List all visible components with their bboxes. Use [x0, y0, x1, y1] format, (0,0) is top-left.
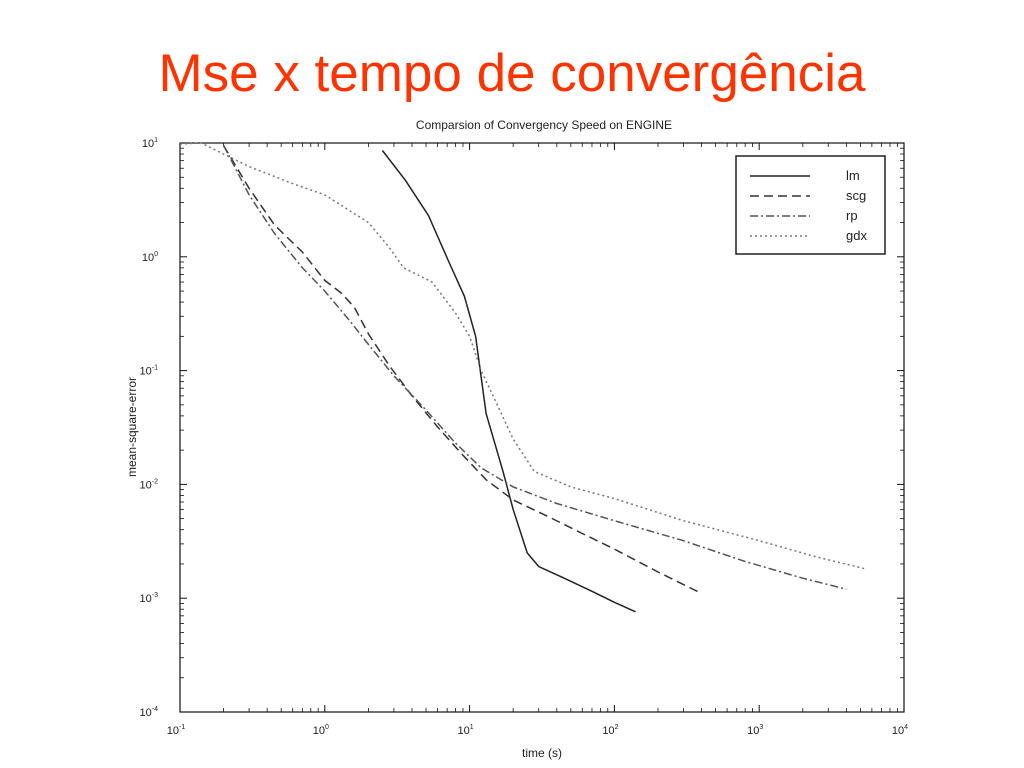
- x-axis-label: time (s): [522, 746, 562, 760]
- x-tick-label: 102: [602, 724, 618, 737]
- series-line-rp: [222, 145, 847, 590]
- x-tick-label: 104: [892, 724, 908, 737]
- chart-title: Comparsion of Convergency Speed on ENGIN…: [416, 118, 672, 132]
- y-tick-label: 10-2: [140, 478, 159, 491]
- y-tick-label: 100: [142, 251, 158, 264]
- x-tick-label: 103: [747, 724, 763, 737]
- legend: lm scg rp gdx: [735, 155, 886, 255]
- y-tick-label: 10-4: [140, 706, 159, 719]
- legend-box: [735, 155, 886, 255]
- y-axis-label: mean-square-error: [125, 377, 139, 477]
- series-line-gdx: [179, 142, 867, 570]
- x-tick-label: 10-1: [167, 724, 186, 737]
- legend-label-rp: rp: [846, 208, 858, 223]
- slide-title: Mse x tempo de convergência: [158, 44, 866, 103]
- legend-label-lm: lm: [846, 168, 860, 183]
- series-line-scg: [222, 145, 702, 595]
- series-layer: [179, 142, 867, 613]
- y-tick-label: 101: [142, 137, 158, 150]
- x-tick-label: 101: [458, 724, 474, 737]
- x-tick-label: 100: [313, 724, 329, 737]
- axis-ticks: [179, 142, 905, 713]
- legend-label-scg: scg: [846, 188, 866, 203]
- tick-labels: 10-1 100 101 102 103 104 101 100 10-1 10-2 10-3 10-…: [140, 137, 909, 737]
- y-tick-label: 10-3: [140, 592, 159, 605]
- series-line-lm: [381, 150, 636, 613]
- legend-label-gdx: gdx: [846, 228, 867, 243]
- plot-frame: [179, 142, 905, 713]
- y-tick-label: 10-1: [140, 365, 159, 378]
